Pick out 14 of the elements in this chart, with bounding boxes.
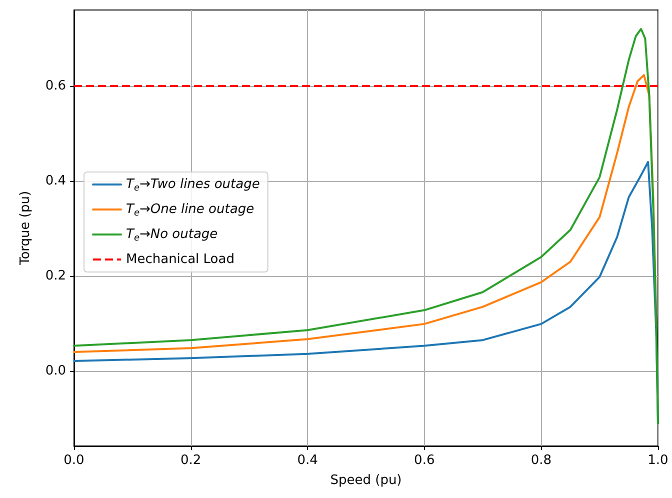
x-axis-title: Speed (pu) [330, 473, 402, 488]
x-tick-label: 0.0 [64, 453, 84, 468]
x-tick-label: 0.8 [530, 453, 552, 468]
x-tick-label: 0.4 [297, 453, 318, 468]
y-tick-label: 0.4 [45, 173, 66, 188]
legend-label: Mechanical Load [126, 252, 234, 267]
y-tick-label: 0.6 [45, 78, 66, 94]
line-series [73, 28, 659, 424]
y-axis-title: Torque (pu) [18, 190, 33, 266]
x-tick-label: 0.2 [180, 453, 202, 468]
y-tick-label: 0.2 [45, 268, 66, 284]
x-tick-label: 1.0 [648, 453, 668, 468]
x-tick-label: 0.6 [414, 453, 435, 468]
y-tick-label: 0.0 [45, 363, 66, 378]
